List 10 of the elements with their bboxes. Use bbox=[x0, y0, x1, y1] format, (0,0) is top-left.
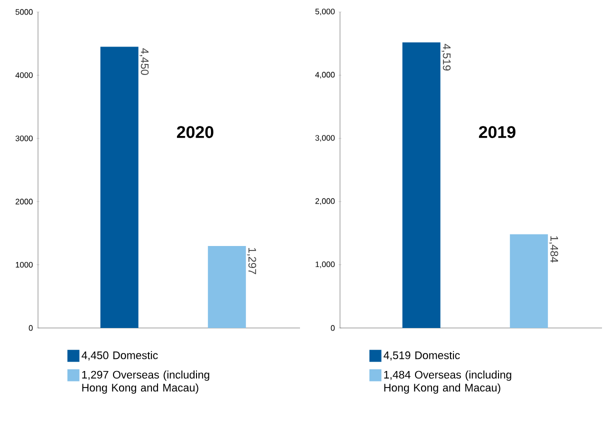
data-label: 4,450 bbox=[140, 48, 149, 75]
legend-label: 1,297 Overseas (including Hong Kong and Macau) bbox=[82, 370, 210, 394]
annotation: 2020 bbox=[176, 126, 214, 138]
data-label: 1,297 bbox=[247, 248, 256, 274]
data-label: 1,484 bbox=[549, 236, 558, 262]
data-label: 4,519 bbox=[442, 44, 451, 70]
annotation: 2019 bbox=[478, 126, 516, 138]
legend-label: 4,519 Domestic bbox=[384, 351, 460, 360]
legend-label: 1,484 Overseas (including Hong Kong and Macau) bbox=[384, 370, 512, 394]
legend-label: 4,450 Domestic bbox=[82, 351, 158, 360]
